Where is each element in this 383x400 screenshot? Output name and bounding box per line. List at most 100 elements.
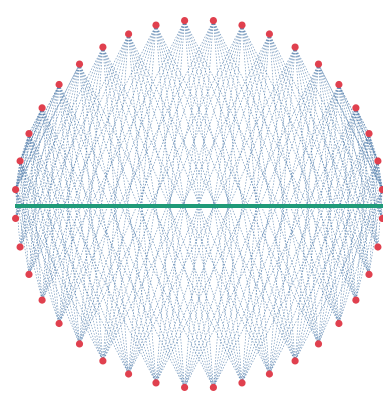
chord-line (79, 63, 185, 388)
chord-line (102, 24, 243, 362)
chord-line (294, 107, 357, 361)
circle-point (209, 17, 217, 25)
chord-line (294, 47, 319, 344)
circle-point (75, 60, 84, 68)
chord-line (241, 25, 296, 361)
chord-line (213, 63, 319, 388)
chord-line (184, 20, 319, 345)
chord-line (213, 20, 243, 383)
chord-line (318, 160, 379, 345)
chord-line (79, 63, 214, 388)
chord-line (102, 46, 243, 384)
circle-point (314, 60, 323, 68)
chord-line (184, 20, 296, 362)
chord-line (15, 84, 60, 219)
circle-point (99, 357, 107, 365)
chord-line (241, 64, 319, 383)
chord-line (368, 133, 383, 190)
circle-point (335, 80, 343, 89)
chord-line (155, 20, 185, 383)
chord-line (318, 64, 357, 301)
chord-line (241, 84, 340, 384)
chord-line (213, 84, 340, 388)
chord-line (58, 84, 214, 388)
chord-line (28, 107, 43, 275)
chord-line (15, 189, 104, 362)
chord-line (155, 24, 319, 345)
chord-line (338, 84, 383, 190)
chord-line (15, 189, 43, 301)
chord-line (128, 20, 185, 375)
chord-line (58, 84, 185, 388)
chord-line (355, 160, 379, 301)
chord-lines (15, 20, 383, 388)
circle-point (55, 319, 63, 328)
chord-line (184, 33, 270, 388)
circle-point (374, 157, 382, 165)
chord-line (184, 46, 296, 388)
chord-line (213, 25, 243, 388)
circle-point (16, 157, 24, 165)
chord-line (15, 133, 30, 190)
chord-line (355, 107, 383, 190)
chord-line (15, 189, 80, 345)
chord-line (102, 20, 214, 362)
chord-line (241, 47, 296, 383)
chord-line (213, 107, 357, 388)
chord-line (15, 84, 60, 190)
chord-line (368, 133, 383, 190)
chord-line (318, 189, 383, 345)
chord-line (19, 133, 30, 162)
chord-line (58, 47, 104, 324)
chord-line (79, 64, 157, 383)
chord-line (155, 24, 296, 362)
chord-line (355, 107, 370, 275)
circle-point (12, 186, 20, 194)
chord-line (213, 33, 270, 388)
chord-line (184, 20, 340, 324)
chord-line (377, 189, 383, 248)
chord-line (41, 47, 104, 301)
chord-line (155, 20, 214, 383)
chord-line (355, 107, 370, 134)
chord-line (128, 46, 296, 375)
chord-line (41, 20, 185, 301)
chord-line (184, 20, 270, 375)
chord-line (368, 160, 379, 275)
chord-line (41, 107, 80, 344)
chord-line (58, 20, 185, 324)
chord-line (19, 133, 30, 162)
chord-line (155, 24, 270, 375)
circle-point (55, 80, 63, 89)
chord-line (19, 160, 60, 324)
chord-line (15, 189, 60, 324)
chord-line (15, 133, 30, 190)
chord-line (79, 63, 243, 384)
chord-line (269, 33, 379, 248)
circle-point (291, 43, 299, 51)
chord-line (355, 133, 370, 301)
chord-line (294, 46, 383, 219)
circle-point (125, 370, 133, 378)
chord-line (28, 133, 60, 324)
chord-line (58, 24, 157, 324)
circle-point (265, 370, 273, 378)
chord-line (19, 84, 60, 162)
circle-points (12, 17, 383, 391)
chord-line (338, 84, 379, 248)
chord-line (41, 64, 80, 301)
chord-line (294, 46, 379, 248)
chord-line (241, 25, 270, 375)
chord-line (269, 107, 357, 375)
circle-point (374, 243, 382, 251)
circle-point (25, 270, 33, 278)
chord-line (28, 46, 104, 275)
circle-point (365, 270, 373, 278)
chord-line (318, 63, 379, 248)
chord-line (102, 47, 157, 383)
chord-line (58, 84, 80, 344)
chord-line (355, 189, 383, 301)
chord-line (15, 160, 21, 219)
circle-point (152, 379, 160, 387)
chord-line (155, 25, 185, 388)
